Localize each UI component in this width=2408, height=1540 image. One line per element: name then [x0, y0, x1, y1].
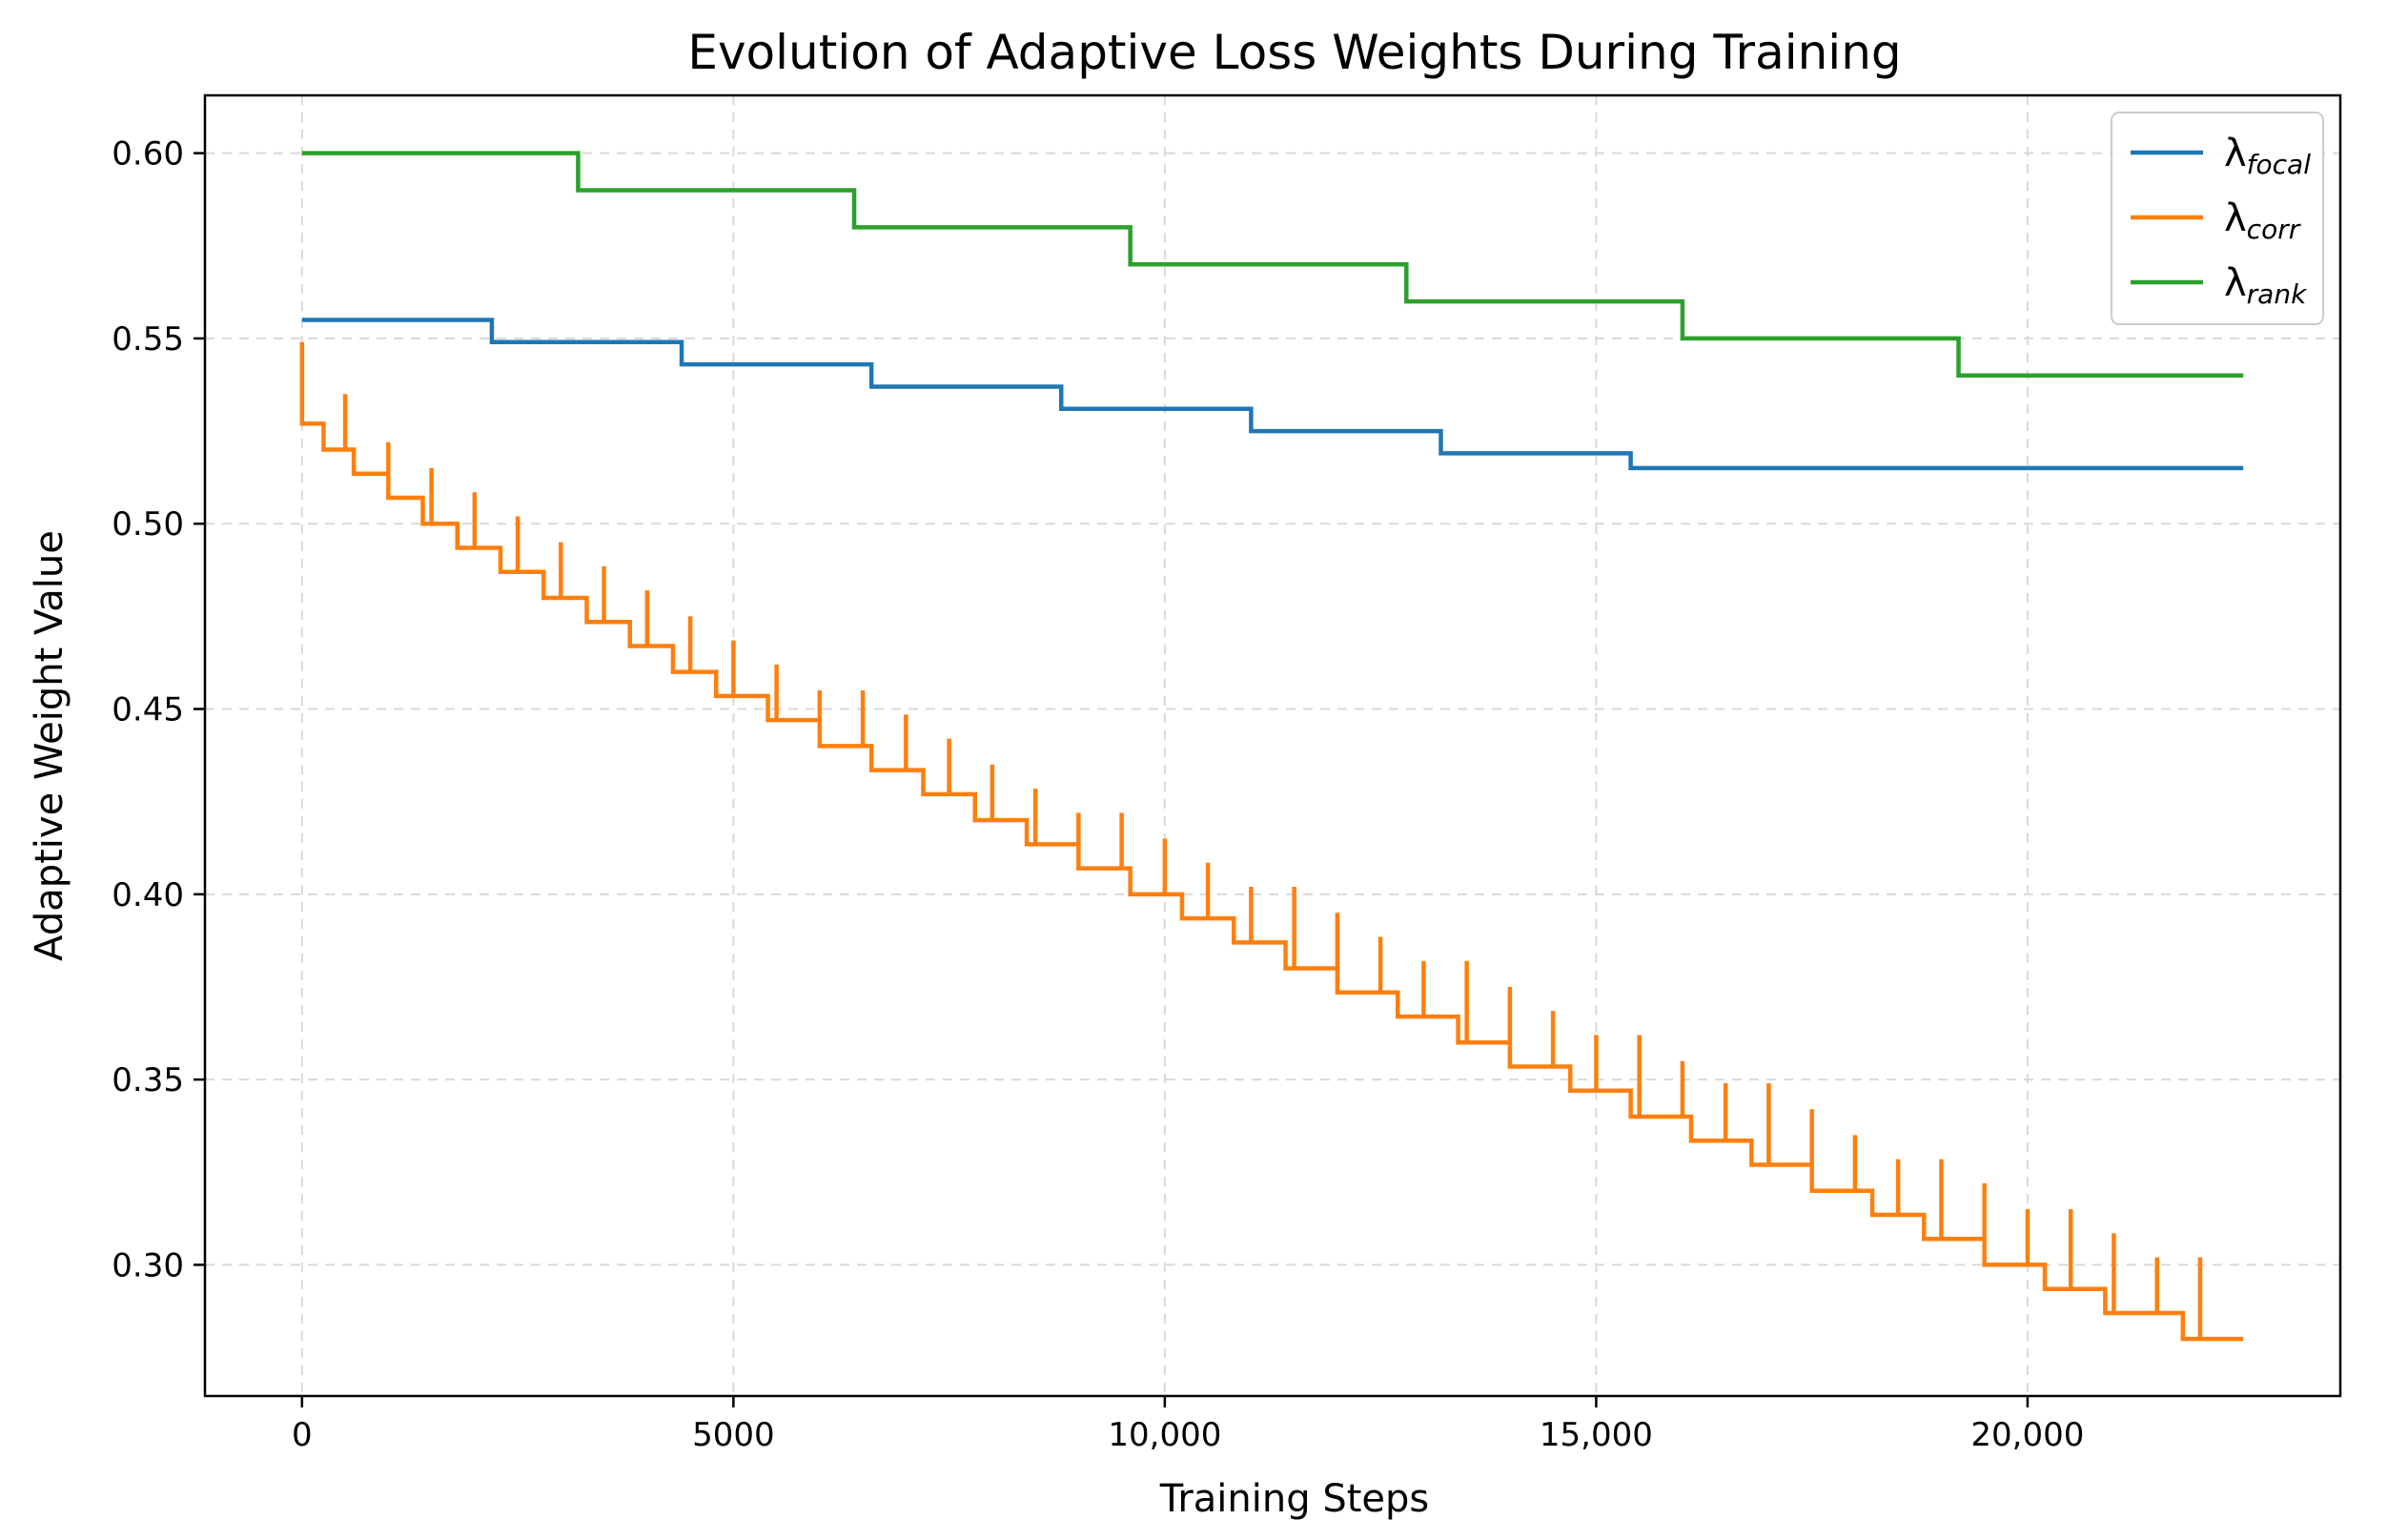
x-tick-label: 0	[292, 1416, 313, 1454]
grid-layer	[205, 95, 2340, 1396]
legend-box	[2111, 112, 2324, 325]
x-axis-label: Training Steps	[1159, 1477, 1429, 1521]
tick-layer: 0 5000 10,000 15,000 20,000 0.30 0.35 0.40 0.45 0…	[112, 135, 2084, 1454]
legend-entry-focal: λfocal	[2224, 132, 2311, 180]
series-layer	[299, 151, 2244, 1342]
y-axis-label: Adaptive Weight Value	[28, 530, 71, 961]
plot-frame	[203, 93, 2342, 1398]
chart-title: Evolution of Adaptive Loss Weights Durin…	[687, 25, 1901, 80]
legend: λfocal λcorr λrank	[2111, 112, 2324, 325]
y-tick-label: 0.55	[112, 320, 184, 359]
x-tick-label: 10,000	[1108, 1416, 1221, 1454]
series-line-corr	[299, 341, 2244, 1342]
x-tick-label: 5000	[692, 1416, 775, 1454]
x-tick-label: 20,000	[1970, 1416, 2084, 1454]
y-tick-label: 0.40	[112, 876, 184, 914]
series-line-focal	[301, 318, 2244, 471]
y-tick-label: 0.60	[112, 135, 184, 174]
x-tick-label: 15,000	[1540, 1416, 1653, 1454]
y-tick-label: 0.35	[112, 1061, 184, 1099]
legend-entry-corr: λcorr	[2224, 196, 2301, 245]
y-tick-label: 0.50	[112, 505, 184, 544]
legend-entry-rank: λrank	[2224, 261, 2308, 310]
y-tick-label: 0.30	[112, 1246, 184, 1284]
series-line-rank	[301, 151, 2244, 379]
y-tick-label: 0.45	[112, 691, 184, 729]
